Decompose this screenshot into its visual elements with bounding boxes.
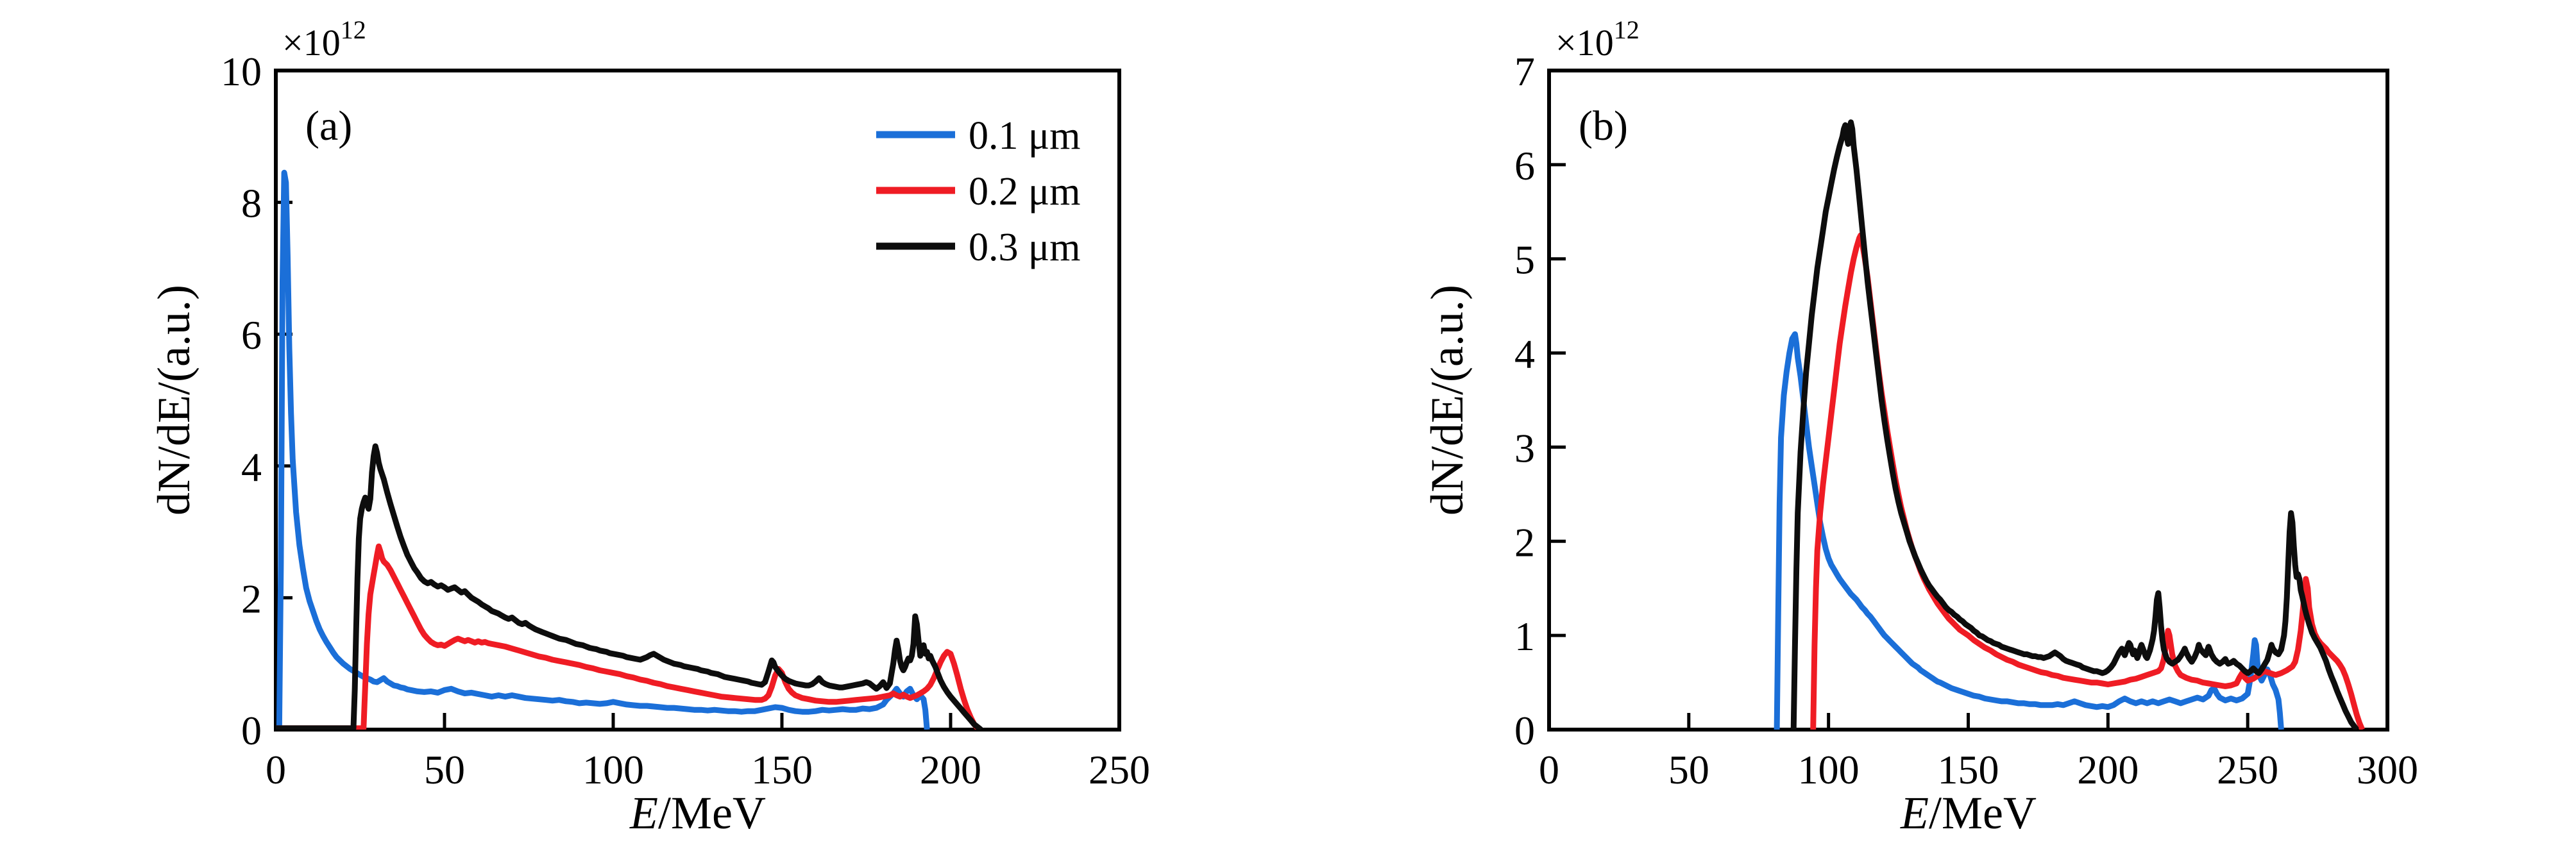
- series-line-0.1μm: [1774, 331, 2284, 730]
- series-line-0.2μm: [276, 543, 981, 730]
- x-tick-label: 150: [751, 747, 813, 792]
- panel-b: 0 50 100 150 200 250 300 0 1 2 3 4 5 6 7 ×1012 (b) E/MeV d…: [1421, 15, 2418, 839]
- x-tick-label: 100: [582, 747, 644, 792]
- y-tick-label: 5: [1514, 237, 1535, 283]
- plot-box: [274, 69, 1121, 732]
- x-tick-label: 200: [2077, 747, 2139, 792]
- legend-label: 0.1 μm: [969, 114, 1080, 158]
- axis-scale-label: ×1012: [282, 15, 366, 63]
- y-tick-label: 6: [1514, 143, 1535, 188]
- y-tick-label: 4: [241, 444, 262, 490]
- x-axis-title: E/MeV: [629, 787, 766, 839]
- x-tick-label: 50: [1668, 747, 1709, 792]
- x-tick-label: 0: [266, 747, 286, 792]
- panel-letter: (a): [305, 103, 352, 149]
- y-tick-label: 0: [1514, 708, 1535, 753]
- y-tick-label: 2: [241, 576, 262, 621]
- x-tick-label: 200: [920, 747, 981, 792]
- panel-letter: (b): [1579, 103, 1628, 149]
- legend-label: 0.3 μm: [969, 226, 1080, 269]
- plot-box: [1547, 69, 2389, 732]
- x-tick-label: 300: [2357, 747, 2418, 792]
- x-tick-label: 250: [2217, 747, 2278, 792]
- y-tick-label: 10: [221, 49, 262, 94]
- y-tick-label: 1: [1514, 614, 1535, 659]
- x-tick-label: 250: [1089, 747, 1150, 792]
- y-tick-label: 3: [1514, 425, 1535, 471]
- y-tick-label: 0: [241, 708, 262, 753]
- x-tick-label: 150: [1938, 747, 1999, 792]
- axis-scale-label: ×1012: [1555, 15, 1640, 63]
- x-tick-label: 50: [424, 747, 465, 792]
- legend: 0.1 μm 0.2 μm 0.3 μm: [876, 114, 1080, 269]
- y-tick-label: 2: [1514, 519, 1535, 565]
- series-line-0.3μm: [1790, 119, 2359, 730]
- x-axis-title: E/MeV: [1900, 787, 2037, 839]
- y-tick-label: 4: [1514, 331, 1535, 377]
- panel-a: 0 50 100 150 200 250 0 2 4 6 8 10 ×1012 (a) E/MeV dN/dE…: [148, 15, 1150, 839]
- x-tick-label: 100: [1798, 747, 1860, 792]
- y-tick-label: 6: [241, 312, 262, 358]
- y-axis-title: dN/dE/(a.u.): [148, 285, 199, 515]
- y-axis-title: dN/dE/(a.u.): [1421, 285, 1473, 515]
- series-line-0.1μm: [276, 169, 930, 730]
- legend-label: 0.2 μm: [969, 170, 1080, 213]
- y-tick-label: 7: [1514, 49, 1535, 94]
- y-tick-label: 8: [241, 181, 262, 226]
- x-tick-label: 0: [1539, 747, 1559, 792]
- series-line-0.3μm: [276, 443, 983, 730]
